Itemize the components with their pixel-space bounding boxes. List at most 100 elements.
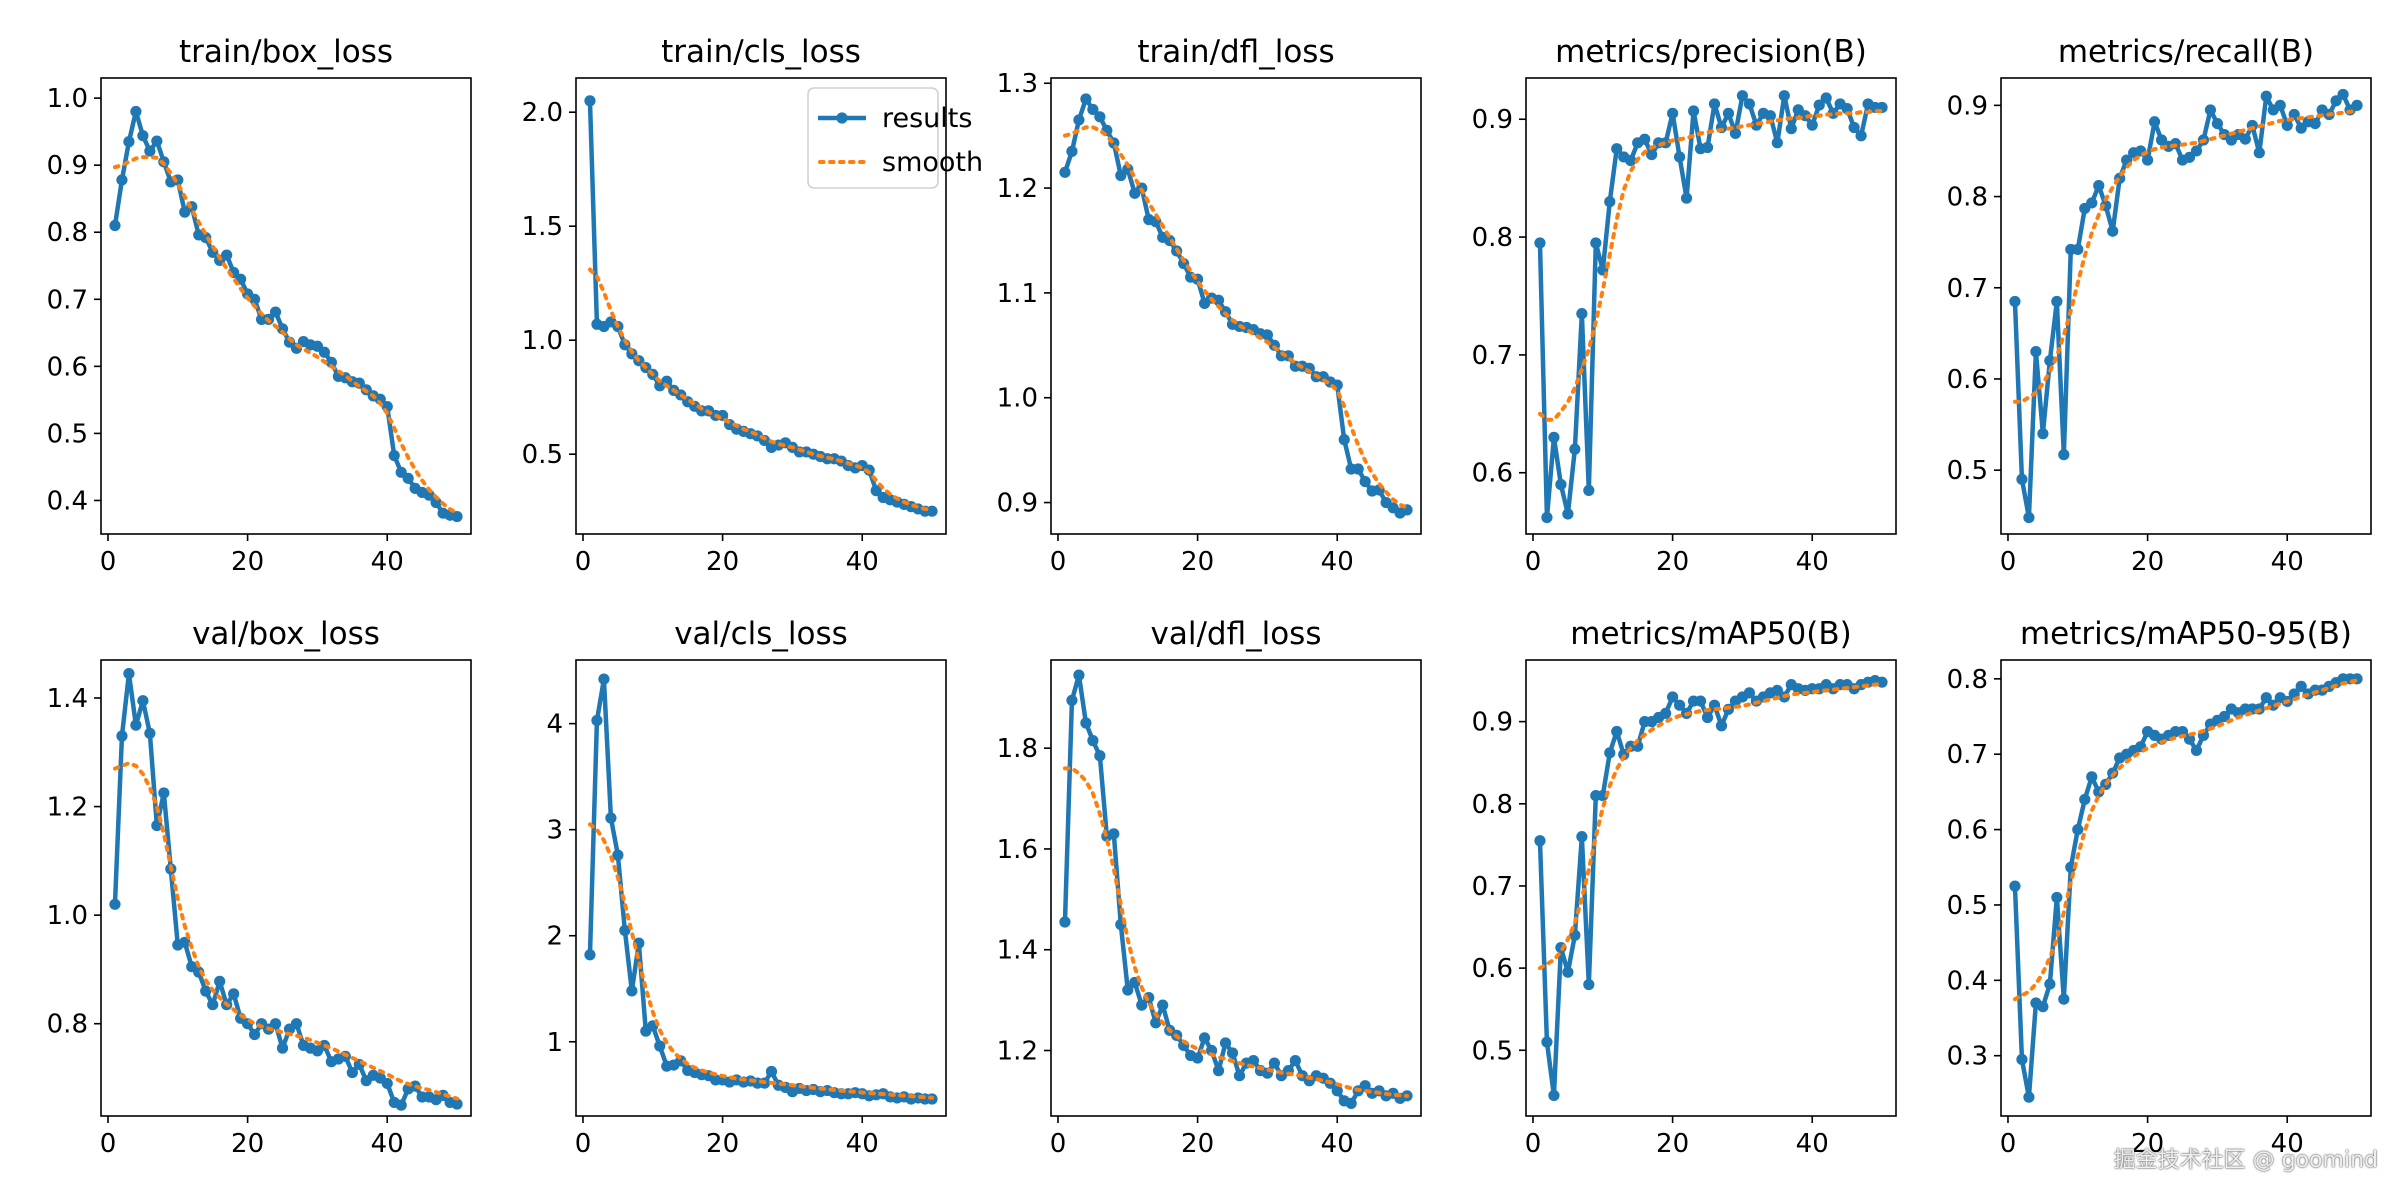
y-tick-label: 1 bbox=[546, 1028, 563, 1058]
results-point bbox=[451, 1098, 463, 1110]
results-point bbox=[654, 1040, 666, 1052]
y-tick-label: 3 bbox=[546, 816, 563, 846]
results-point bbox=[214, 975, 226, 987]
results-point bbox=[1604, 196, 1616, 208]
results-point bbox=[1778, 90, 1790, 102]
x-tick-label: 40 bbox=[846, 1129, 879, 1159]
results-point bbox=[1073, 669, 1085, 681]
results-point bbox=[2309, 118, 2321, 130]
y-tick-label: 0.5 bbox=[522, 440, 563, 470]
results-point bbox=[1212, 1065, 1225, 1077]
results-point bbox=[116, 174, 128, 186]
results-point bbox=[1876, 676, 1888, 688]
results-point bbox=[605, 812, 617, 824]
results-point bbox=[1806, 119, 1818, 131]
x-tick-label: 40 bbox=[1796, 1129, 1829, 1159]
results-point bbox=[1576, 831, 1588, 843]
x-tick-label: 20 bbox=[1181, 1129, 1214, 1159]
results-point bbox=[1562, 966, 1574, 978]
results-point bbox=[2239, 133, 2251, 145]
y-tick-label: 0.5 bbox=[1947, 891, 1988, 921]
results-point bbox=[388, 449, 400, 462]
y-tick-label: 1.3 bbox=[997, 69, 1038, 99]
results-point bbox=[1205, 1044, 1218, 1057]
results-point bbox=[123, 667, 135, 680]
results-point bbox=[2281, 119, 2293, 132]
results-line bbox=[587, 676, 933, 1102]
results-point bbox=[1198, 1032, 1211, 1044]
results-point bbox=[1848, 121, 1860, 134]
results-point bbox=[1338, 434, 1350, 446]
results-point bbox=[1687, 105, 1700, 117]
y-tick-label: 1.4 bbox=[47, 684, 88, 714]
results-point bbox=[1548, 431, 1560, 443]
plot-area bbox=[2009, 673, 2363, 1103]
axes-frame bbox=[1525, 77, 1897, 535]
plot-area bbox=[1534, 674, 1888, 1102]
results-point bbox=[2058, 449, 2070, 461]
y-tick-label: 0.7 bbox=[47, 285, 88, 315]
results-point bbox=[598, 673, 610, 685]
results-point bbox=[1646, 148, 1658, 161]
results-point bbox=[2086, 771, 2098, 783]
chart-title: train/box_loss bbox=[179, 34, 393, 70]
axes-frame bbox=[575, 77, 947, 535]
results-point bbox=[2030, 346, 2042, 358]
results-point bbox=[1345, 1097, 1357, 1109]
results-point bbox=[926, 505, 938, 517]
results-point bbox=[130, 719, 142, 731]
results-point bbox=[381, 1077, 393, 1090]
legend-results-marker bbox=[836, 112, 848, 124]
results-point bbox=[1576, 308, 1588, 320]
axes-frame bbox=[575, 659, 947, 1117]
results-point bbox=[1604, 747, 1616, 759]
smooth-line bbox=[1537, 681, 1885, 971]
x-tick-label: 0 bbox=[1050, 547, 1067, 577]
results-point bbox=[2148, 116, 2161, 128]
subplot-2: train/cls_loss 0 20 40 0.5 1.0 1.5 2.0 results sm… bbox=[522, 34, 983, 577]
x-tick-label: 0 bbox=[100, 547, 117, 577]
results-point bbox=[1219, 1037, 1232, 1049]
results-point bbox=[2253, 147, 2265, 159]
results-point bbox=[2295, 680, 2307, 692]
x-tick-label: 40 bbox=[1796, 547, 1829, 577]
results-point bbox=[1534, 835, 1546, 847]
results-point bbox=[109, 898, 121, 910]
results-point bbox=[1080, 93, 1092, 105]
results-point bbox=[1136, 999, 1148, 1011]
results-point bbox=[1122, 984, 1134, 996]
results-point bbox=[1066, 694, 1078, 706]
results-point bbox=[1667, 107, 1679, 119]
results-point bbox=[2044, 355, 2056, 367]
results-point bbox=[1694, 695, 1707, 707]
results-point bbox=[1331, 1085, 1343, 1097]
results-point bbox=[1569, 443, 1581, 455]
results-point bbox=[137, 695, 149, 707]
results-point bbox=[325, 356, 337, 368]
y-tick-label: 0.6 bbox=[1947, 365, 1988, 395]
results-point bbox=[1764, 110, 1776, 122]
results-point bbox=[1743, 98, 1755, 110]
results-point bbox=[2183, 733, 2196, 745]
results-line bbox=[1062, 96, 1408, 516]
results-point bbox=[1855, 130, 1867, 142]
x-tick-label: 0 bbox=[2000, 547, 2017, 577]
results-point bbox=[158, 787, 170, 799]
results-point bbox=[2051, 295, 2063, 308]
results-point bbox=[2337, 88, 2349, 101]
results-point bbox=[1771, 137, 1783, 149]
results-point bbox=[1771, 684, 1783, 697]
y-tick-label: 4 bbox=[546, 710, 563, 740]
results-point bbox=[870, 485, 882, 497]
results-point bbox=[2351, 99, 2363, 111]
y-tick-label: 1.4 bbox=[997, 936, 1038, 966]
y-tick-label: 0.8 bbox=[1472, 223, 1513, 253]
smooth-line bbox=[112, 155, 460, 516]
results-point bbox=[1667, 691, 1679, 703]
results-point bbox=[318, 346, 330, 358]
results-point bbox=[248, 1028, 261, 1041]
subplot-5: metrics/recall(B) 0 20 40 0.5 0.6 0.7 0.8 0.9 bbox=[1947, 34, 2372, 577]
y-tick-label: 0.5 bbox=[1947, 456, 1988, 486]
results-point bbox=[1743, 687, 1755, 699]
plot-area bbox=[2009, 88, 2363, 524]
